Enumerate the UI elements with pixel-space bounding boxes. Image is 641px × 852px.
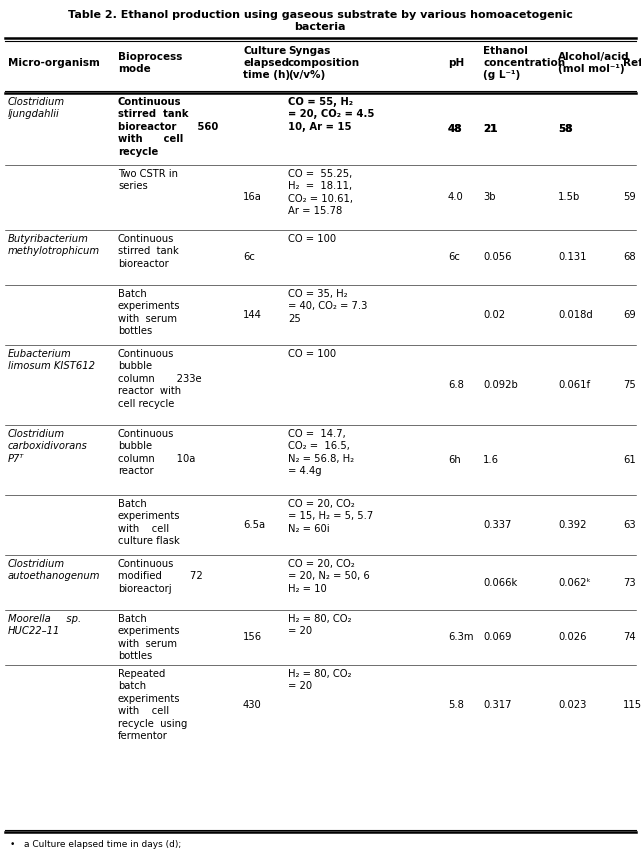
Text: 5.8: 5.8 (448, 700, 464, 710)
Text: 48: 48 (448, 124, 463, 134)
Text: 0.066k: 0.066k (483, 578, 517, 588)
Text: Batch
experiments
with  serum
bottles: Batch experiments with serum bottles (118, 614, 181, 661)
Text: CO = 55, H₂
= 20, CO₂ = 4.5
10, Ar = 15: CO = 55, H₂ = 20, CO₂ = 4.5 10, Ar = 15 (288, 97, 374, 132)
Text: Syngas
composition
(v/v%): Syngas composition (v/v%) (288, 46, 360, 80)
Text: CO = 100: CO = 100 (288, 234, 336, 244)
Text: Continuous
stirred  tank
bioreactor: Continuous stirred tank bioreactor (118, 234, 179, 268)
Text: 61: 61 (623, 455, 636, 465)
Text: Batch
experiments
with    cell
culture flask: Batch experiments with cell culture flas… (118, 499, 181, 546)
Text: 3b: 3b (483, 193, 495, 203)
Text: Continuous
modified         72
bioreactorj: Continuous modified 72 bioreactorj (118, 559, 203, 594)
Text: Batch
experiments
with  serum
bottles: Batch experiments with serum bottles (118, 289, 181, 337)
Text: 0.018d: 0.018d (558, 310, 593, 320)
Text: 6c: 6c (243, 252, 255, 262)
Text: Continuous
stirred  tank
bioreactor      560
with      cell
recycle: Continuous stirred tank bioreactor 560 w… (118, 97, 218, 157)
Text: 156: 156 (243, 632, 262, 642)
Text: Bioprocess
mode: Bioprocess mode (118, 52, 183, 74)
Text: 0.056: 0.056 (483, 252, 512, 262)
Text: Reference: Reference (623, 58, 641, 68)
Text: CO =  14.7,
CO₂ =  16.5,
N₂ = 56.8, H₂
= 4.4g: CO = 14.7, CO₂ = 16.5, N₂ = 56.8, H₂ = 4… (288, 429, 354, 476)
Text: 430: 430 (243, 700, 262, 710)
Text: 115: 115 (623, 700, 641, 710)
Text: 4.0: 4.0 (448, 193, 463, 203)
Text: Eubacterium
limosum KIST612: Eubacterium limosum KIST612 (8, 349, 95, 371)
Text: Repeated
batch
experiments
with    cell
recycle  using
fermentor: Repeated batch experiments with cell rec… (118, 669, 187, 741)
Text: Continuous
bubble
column       10a
reactor: Continuous bubble column 10a reactor (118, 429, 196, 476)
Text: 6h: 6h (448, 455, 461, 465)
Text: •   a Culture elapsed time in days (d);: • a Culture elapsed time in days (d); (10, 840, 181, 849)
Text: 73: 73 (623, 578, 636, 588)
Text: H₂ = 80, CO₂
= 20: H₂ = 80, CO₂ = 20 (288, 614, 351, 636)
Text: 0.092b: 0.092b (483, 380, 518, 390)
Text: 144: 144 (243, 310, 262, 320)
Text: 68: 68 (623, 252, 636, 262)
Text: 74: 74 (623, 632, 636, 642)
Text: 21: 21 (483, 124, 497, 134)
Text: Two CSTR in
series: Two CSTR in series (118, 169, 178, 192)
Text: Ethanol
concentration
(g L⁻¹): Ethanol concentration (g L⁻¹) (483, 46, 565, 80)
Text: Clostridium
autoethanogenum: Clostridium autoethanogenum (8, 559, 101, 581)
Text: 75: 75 (623, 380, 636, 390)
Text: 0.337: 0.337 (483, 520, 512, 530)
Text: Continuous
bubble
column       233e
reactor  with
cell recycle: Continuous bubble column 233e reactor wi… (118, 349, 202, 409)
Text: 59: 59 (623, 193, 636, 203)
Text: 6.3m: 6.3m (448, 632, 474, 642)
Text: 0.131: 0.131 (558, 252, 587, 262)
Text: 6.5a: 6.5a (243, 520, 265, 530)
Text: pH: pH (448, 58, 464, 68)
Text: 69: 69 (623, 310, 636, 320)
Text: 1.5b: 1.5b (558, 193, 580, 203)
Text: 6c: 6c (448, 252, 460, 262)
Text: CO = 100: CO = 100 (288, 349, 336, 359)
Text: Culture
elapsed
time (h): Culture elapsed time (h) (243, 46, 290, 80)
Text: Clostridium
carboxidivorans
P7ᵀ: Clostridium carboxidivorans P7ᵀ (8, 429, 88, 463)
Text: Butyribacterium
methylotrophicum: Butyribacterium methylotrophicum (8, 234, 100, 256)
Text: 0.026: 0.026 (558, 632, 587, 642)
Text: 58: 58 (558, 124, 573, 134)
Text: 0.023: 0.023 (558, 700, 587, 710)
Text: 0.061f: 0.061f (558, 380, 590, 390)
Text: Moorella     sp.
HUC22–11: Moorella sp. HUC22–11 (8, 614, 81, 636)
Text: CO = 20, CO₂
= 15, H₂ = 5, 5.7
N₂ = 60i: CO = 20, CO₂ = 15, H₂ = 5, 5.7 N₂ = 60i (288, 499, 373, 534)
Text: H₂ = 80, CO₂
= 20: H₂ = 80, CO₂ = 20 (288, 669, 351, 692)
Text: 16a: 16a (243, 193, 262, 203)
Text: CO = 20, CO₂
= 20, N₂ = 50, 6
H₂ = 10: CO = 20, CO₂ = 20, N₂ = 50, 6 H₂ = 10 (288, 559, 370, 594)
Text: Alcohol/acid
(mol mol⁻¹): Alcohol/acid (mol mol⁻¹) (558, 52, 629, 74)
Text: CO =  55.25,
H₂  =  18.11,
CO₂ = 10.61,
Ar = 15.78: CO = 55.25, H₂ = 18.11, CO₂ = 10.61, Ar … (288, 169, 353, 216)
Text: 58: 58 (558, 124, 572, 134)
Text: 63: 63 (623, 520, 636, 530)
Text: 0.317: 0.317 (483, 700, 512, 710)
Text: 0.392: 0.392 (558, 520, 587, 530)
Text: 6.8: 6.8 (448, 380, 464, 390)
Text: 0.02: 0.02 (483, 310, 505, 320)
Text: 0.062ᵏ: 0.062ᵏ (558, 578, 591, 588)
Text: Micro-organism: Micro-organism (8, 58, 100, 68)
Text: Table 2. Ethanol production using gaseous substrate by various homoacetogenic
ba: Table 2. Ethanol production using gaseou… (67, 10, 572, 32)
Text: 48: 48 (448, 124, 462, 134)
Text: 1.6: 1.6 (483, 455, 499, 465)
Text: CO = 35, H₂
= 40, CO₂ = 7.3
25: CO = 35, H₂ = 40, CO₂ = 7.3 25 (288, 289, 367, 324)
Text: Clostridium
ljungdahlii: Clostridium ljungdahlii (8, 97, 65, 119)
Text: 0.069: 0.069 (483, 632, 512, 642)
Text: 21: 21 (483, 124, 498, 134)
